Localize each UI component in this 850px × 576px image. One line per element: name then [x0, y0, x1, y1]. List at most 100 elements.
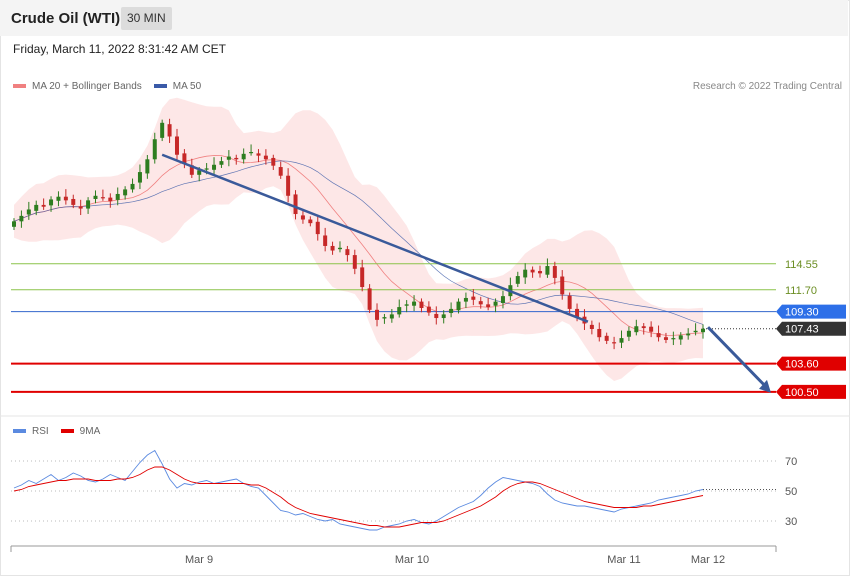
candle-body: [678, 335, 683, 340]
ma20-line: [13, 155, 704, 336]
candle-body: [500, 296, 505, 303]
candle-body: [160, 122, 165, 138]
candle-body: [152, 139, 157, 160]
level-tag-2: [776, 304, 846, 319]
rsi-line: [13, 449, 704, 531]
candle-body: [226, 156, 231, 160]
candle-body: [71, 198, 76, 205]
level-label-3: 107.43: [785, 324, 819, 336]
level-label-4: 103.60: [785, 359, 819, 371]
candle-body: [249, 152, 254, 154]
candle-body: [219, 161, 224, 165]
candle-body: [589, 324, 594, 329]
candle-body: [493, 301, 498, 306]
candle-body: [241, 153, 246, 160]
rsi-tick-70: 70: [785, 456, 797, 468]
level-label-1: 111.70: [785, 285, 817, 297]
candle-body: [93, 195, 98, 199]
candle-body: [404, 304, 409, 306]
legend-9ma: 9MA: [60, 426, 100, 437]
candle-body: [337, 247, 342, 250]
candle-body: [634, 326, 639, 333]
candle-body: [560, 276, 565, 295]
candle-body: [271, 157, 276, 166]
candle-body: [108, 197, 113, 202]
projection-arrow-head: [759, 379, 771, 393]
candle-body: [212, 164, 217, 170]
candle-body: [523, 269, 528, 278]
candle-body: [345, 249, 350, 256]
x-tick-label-2: Mar 11: [607, 554, 640, 566]
header-bar: Crude Oil (WTI) 30 MIN: [0, 0, 848, 36]
candle-body: [382, 317, 387, 319]
candle-body: [619, 338, 624, 343]
level-tag-5: [776, 384, 846, 399]
candle-body: [174, 136, 179, 155]
candle-body: [545, 266, 550, 275]
legend-ma50: MA 50: [153, 81, 201, 92]
candle-body: [426, 306, 431, 313]
candle-body: [197, 170, 202, 175]
candle-body: [63, 196, 68, 201]
candle-body: [486, 304, 491, 308]
candle-body: [137, 172, 142, 183]
candle-body: [204, 168, 209, 170]
level-label-0: 114.55: [785, 259, 818, 271]
candle-body: [419, 301, 424, 308]
candle-body: [56, 196, 61, 201]
copyright-label: Research © 2022 Trading Central: [692, 81, 842, 92]
trendline: [161, 153, 589, 323]
candle-body: [449, 308, 454, 314]
candle-body: [538, 271, 543, 274]
level-tag-3: [776, 321, 846, 336]
candle-body: [78, 206, 83, 209]
candle-body: [515, 276, 520, 284]
candle-body: [100, 197, 105, 199]
candle-body: [12, 221, 16, 227]
candle-body: [360, 267, 365, 288]
candle-body: [701, 328, 705, 333]
candle-body: [686, 333, 691, 336]
candle-body: [649, 326, 654, 332]
candle-body: [671, 338, 676, 340]
timeframe-badge[interactable]: 30 MIN: [121, 7, 172, 30]
bollinger-band: [14, 97, 703, 381]
candle-body: [308, 219, 313, 224]
candle-body: [656, 333, 661, 338]
candle-body: [300, 215, 305, 220]
candle-body: [375, 309, 380, 320]
level-tag-4: [776, 356, 846, 371]
candle-body: [26, 209, 31, 215]
candle-body: [412, 301, 417, 306]
rsi-legend: RSI 9MA: [13, 426, 100, 437]
level-label-2: 109.30: [785, 307, 819, 319]
candle-body: [575, 308, 580, 319]
candle-body: [41, 204, 46, 207]
candle-body: [323, 235, 328, 246]
rsi-ma-line: [13, 466, 704, 528]
candle-body: [389, 314, 394, 319]
candle-body: [286, 175, 291, 196]
candle-body: [123, 189, 128, 196]
ma50-line: [13, 160, 704, 325]
candle-body: [293, 194, 298, 215]
candle-body: [693, 330, 698, 333]
candle-body: [552, 266, 557, 278]
candle-body: [397, 307, 402, 315]
projection-arrow: [706, 326, 768, 388]
rsi-tick-30: 30: [785, 516, 797, 528]
candle-body: [49, 199, 54, 206]
candle-body: [115, 193, 120, 200]
candle-body: [234, 157, 239, 160]
candle-body: [434, 313, 439, 319]
candle-body: [663, 337, 668, 340]
candle-body: [567, 295, 572, 309]
candle-body: [612, 342, 617, 344]
candle-body: [367, 288, 372, 310]
x-tick-label-3: Mar 12: [691, 554, 725, 566]
price-legend: MA 20 + Bollinger Bands MA 50: [13, 81, 201, 92]
legend-ma-bb: MA 20 + Bollinger Bands: [13, 81, 142, 92]
timestamp-label: Friday, March 11, 2022 8:31:42 AM CET: [13, 42, 226, 56]
level-label-5: 100.50: [785, 387, 819, 399]
